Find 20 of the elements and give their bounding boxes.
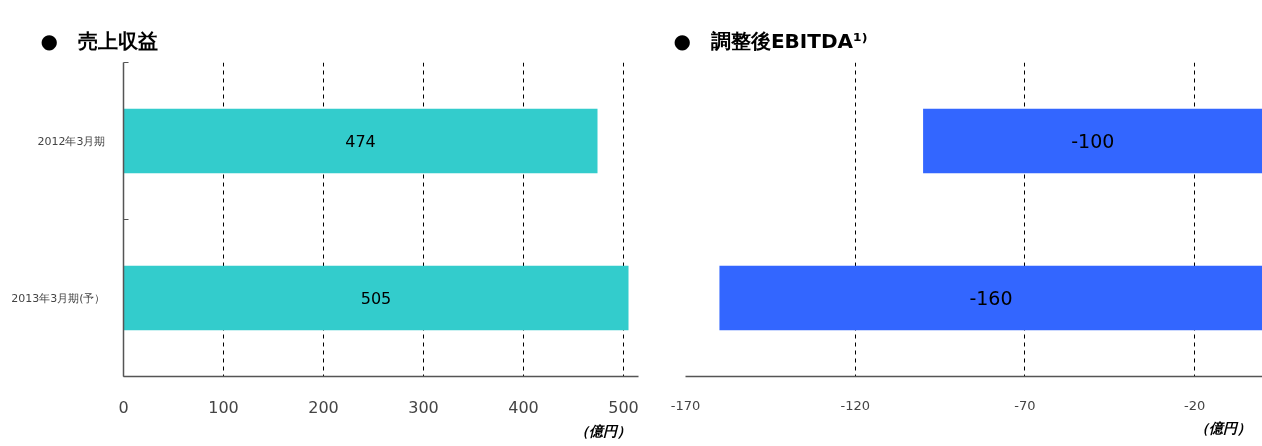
y-tick-label: 2013年3月期(予） xyxy=(11,291,106,305)
data-label: 474 xyxy=(345,132,376,151)
x-tick-label: 500 xyxy=(608,397,639,417)
data-label: 505 xyxy=(360,289,392,308)
x-tick-label: 300 xyxy=(408,397,439,417)
data-label: -100 xyxy=(1071,130,1115,152)
x-tick-label: -70 xyxy=(1014,397,1036,413)
x-tick-label: -170 xyxy=(670,397,701,413)
x-tick-label: 400 xyxy=(508,397,539,417)
x-axis-title: （億円） xyxy=(1194,419,1251,436)
x-tick-label: -120 xyxy=(840,397,870,413)
chart-title: ● 調整後EBITDA¹⁾ xyxy=(673,28,868,53)
y-tick-label: 2012年3月期 xyxy=(37,134,106,148)
x-tick-label: 100 xyxy=(208,397,239,417)
x-axis-title: （億円） xyxy=(574,422,631,439)
data-label: -160 xyxy=(969,287,1013,309)
chart-title: ● 売上収益 xyxy=(40,28,158,53)
x-tick-label: -20 xyxy=(1184,397,1206,413)
x-tick-label: 200 xyxy=(308,397,339,417)
x-tick-label: 0 xyxy=(118,397,129,417)
